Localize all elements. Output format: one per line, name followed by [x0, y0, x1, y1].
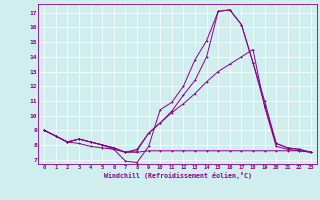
- X-axis label: Windchill (Refroidissement éolien,°C): Windchill (Refroidissement éolien,°C): [104, 172, 252, 179]
